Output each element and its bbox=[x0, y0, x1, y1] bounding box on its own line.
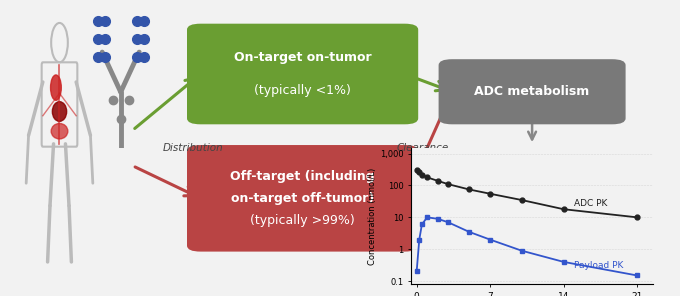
Y-axis label: Concentration (nmol/L): Concentration (nmol/L) bbox=[369, 168, 377, 265]
Text: Off-target (including: Off-target (including bbox=[231, 170, 375, 183]
Ellipse shape bbox=[52, 102, 67, 121]
Text: Payload in circulation: Payload in circulation bbox=[473, 152, 592, 162]
Text: (typically <1%): (typically <1%) bbox=[254, 84, 351, 97]
Text: (typically >99%): (typically >99%) bbox=[250, 214, 355, 227]
FancyBboxPatch shape bbox=[439, 59, 626, 124]
Text: Payload PK: Payload PK bbox=[574, 261, 624, 270]
Text: Distribution: Distribution bbox=[163, 143, 224, 153]
Text: On-target on-tumor: On-target on-tumor bbox=[234, 51, 371, 64]
Text: ADC metabolism: ADC metabolism bbox=[475, 85, 590, 98]
Text: on-target off-tumor): on-target off-tumor) bbox=[231, 192, 374, 205]
Text: ADC PK: ADC PK bbox=[574, 200, 607, 208]
Text: Clearance: Clearance bbox=[396, 143, 449, 153]
Circle shape bbox=[50, 75, 61, 100]
FancyBboxPatch shape bbox=[187, 24, 418, 124]
FancyBboxPatch shape bbox=[187, 145, 418, 252]
Ellipse shape bbox=[51, 123, 68, 139]
